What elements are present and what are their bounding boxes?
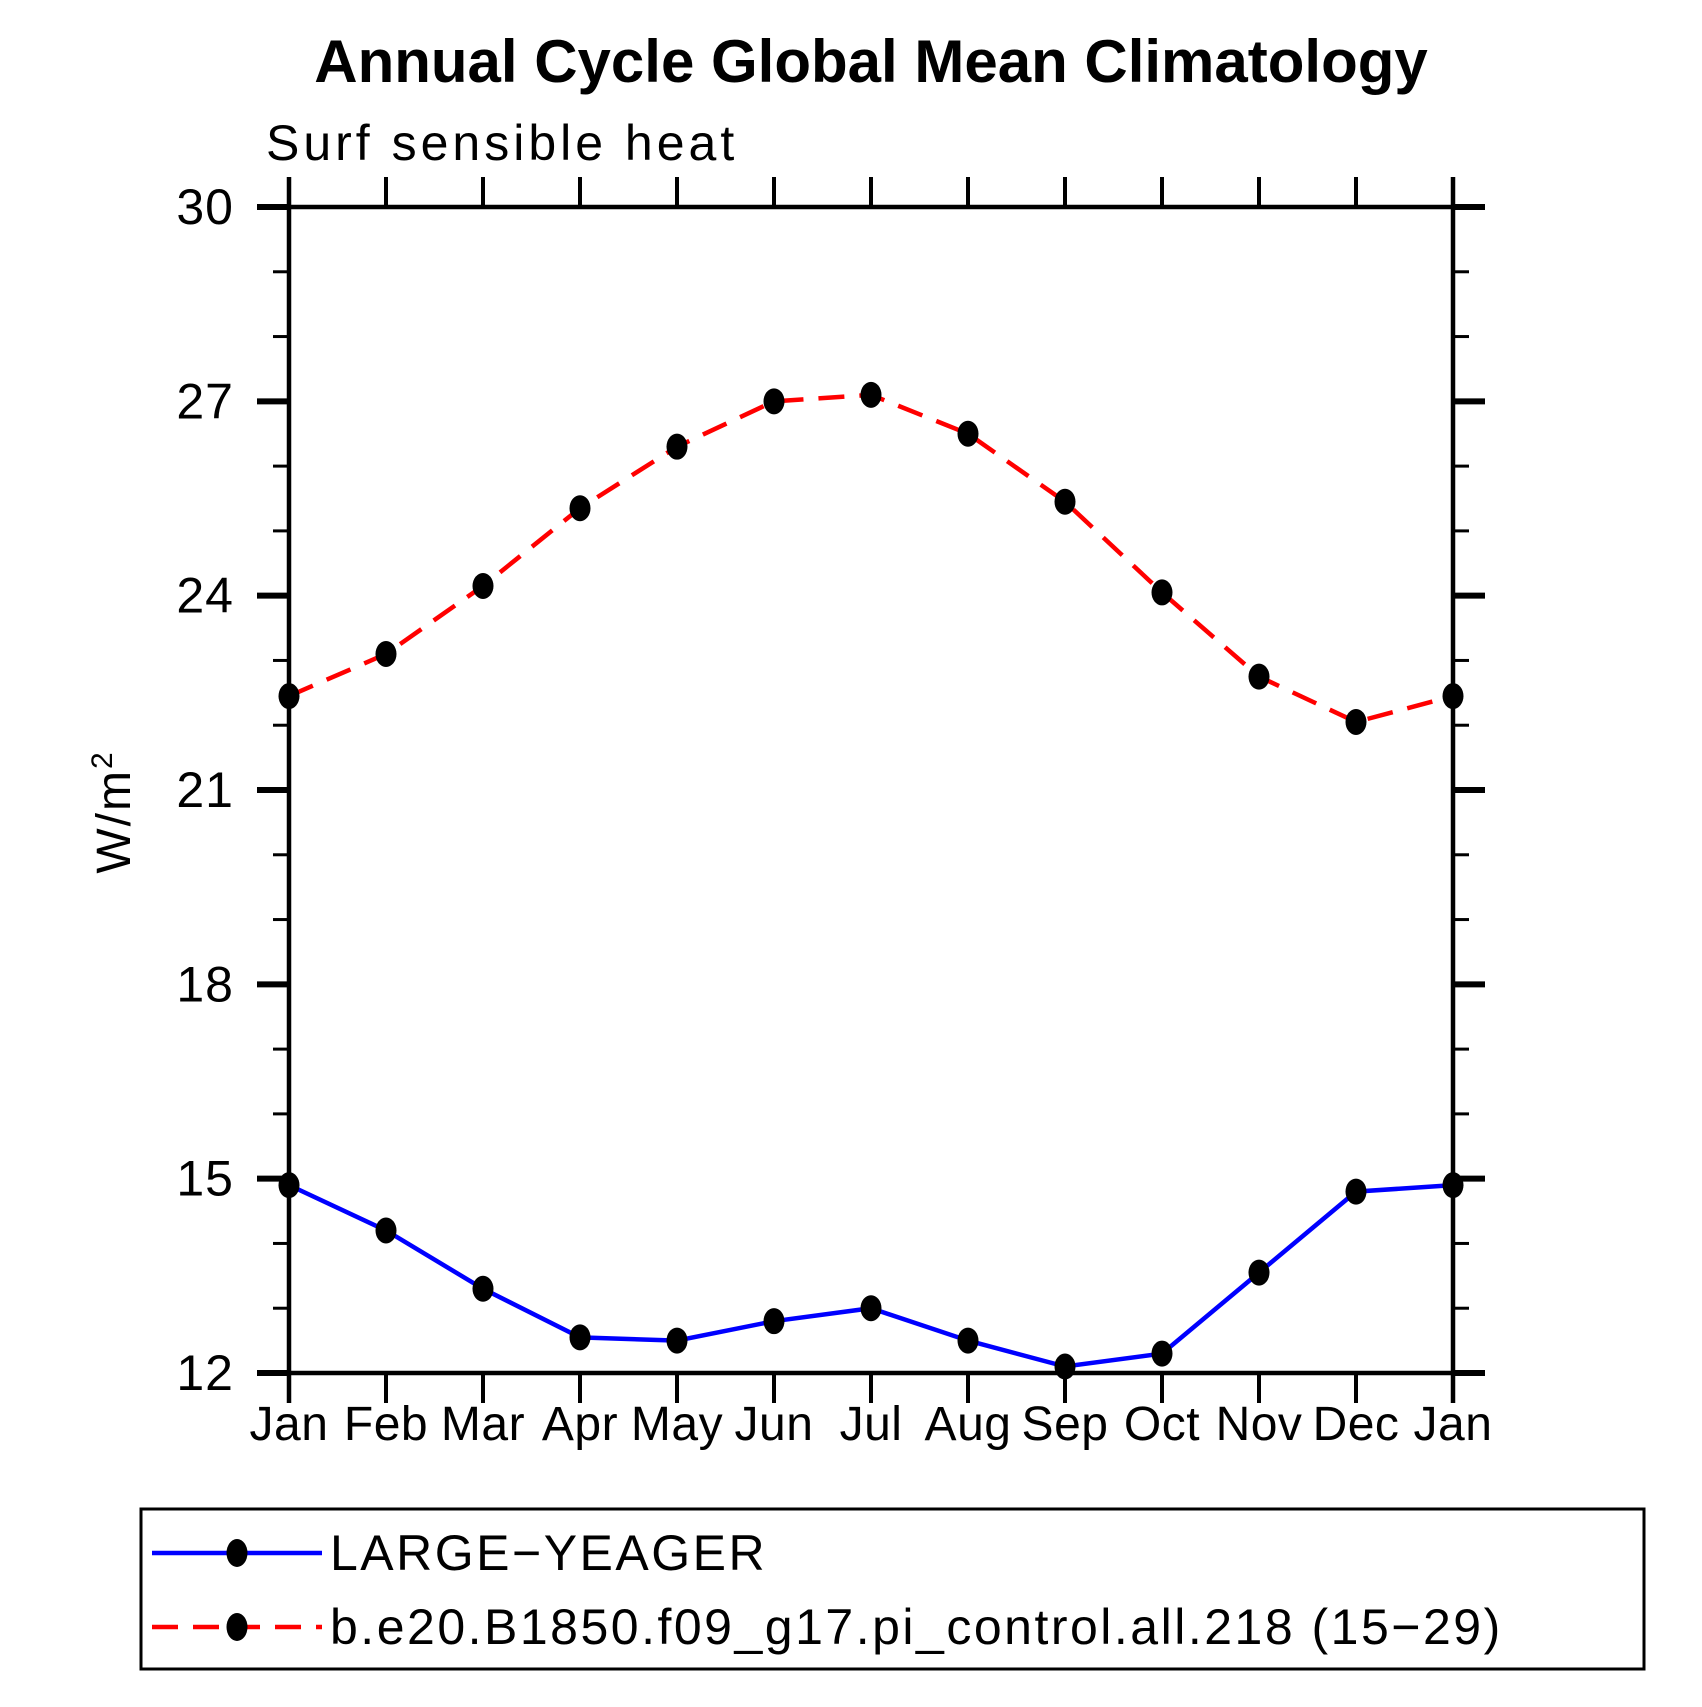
legend-box	[139, 1507, 1646, 1671]
data-point-marker	[860, 381, 882, 408]
data-point-marker	[1345, 1178, 1367, 1205]
data-point-marker	[860, 1295, 882, 1322]
data-point-marker	[375, 640, 397, 667]
x-tick-label: Feb	[344, 1398, 428, 1451]
data-point-marker	[472, 572, 494, 599]
data-point-marker	[666, 1327, 688, 1354]
data-point-marker	[1345, 708, 1367, 735]
y-tick-label: 15	[176, 1151, 234, 1207]
y-axis-label-base: W/m	[88, 769, 141, 874]
data-point-marker	[1442, 683, 1464, 710]
data-point-marker	[1054, 1353, 1076, 1380]
y-tick-label: 27	[176, 373, 234, 429]
data-point-marker	[1248, 1259, 1270, 1286]
x-tick-label: May	[631, 1398, 723, 1451]
x-tick-label: Jan	[1414, 1398, 1493, 1451]
x-tick-label: Aug	[925, 1398, 1012, 1451]
data-point-marker	[1151, 1340, 1173, 1367]
x-tick-label: Jan	[250, 1398, 329, 1451]
legend-label-model-run: b.e20.B1850.f09_g17.pi_control.all.218 (…	[330, 1599, 1503, 1655]
y-tick-label: 21	[176, 762, 234, 818]
x-tick-label: Jul	[840, 1398, 903, 1451]
series-line-large-yeager	[288, 1182, 1454, 1369]
chart-subtitle: Surf sensible heat	[266, 115, 738, 171]
legend-label-large-yeager: LARGE−YEAGER	[330, 1525, 767, 1581]
data-point-marker	[1054, 488, 1076, 515]
x-tick-label: Mar	[441, 1398, 525, 1451]
series-line-model-run	[288, 392, 1454, 725]
x-tick-label: Oct	[1124, 1398, 1200, 1451]
x-tick-label: Nov	[1216, 1398, 1303, 1451]
y-axis-label: W/m2	[86, 750, 141, 873]
x-tick-label: Dec	[1313, 1398, 1400, 1451]
x-tick-label: Sep	[1022, 1398, 1109, 1451]
data-point-marker	[763, 1308, 785, 1335]
data-point-marker	[763, 388, 785, 415]
y-tick-label: 12	[176, 1345, 234, 1401]
data-point-marker	[569, 495, 591, 522]
data-point-marker	[666, 433, 688, 460]
data-point-marker	[472, 1275, 494, 1302]
data-point-marker	[375, 1217, 397, 1244]
data-point-marker	[1248, 663, 1270, 690]
legend-marker-large-yeager	[226, 1539, 248, 1567]
y-tick-label: 18	[176, 956, 234, 1012]
data-point-marker	[569, 1324, 591, 1351]
axes: Jan Feb Mar Apr May Jun Jul Aug Sep Oct Nov Dec Jan 1…	[176, 177, 1492, 1451]
chart-title: Annual Cycle Global Mean Climatology	[314, 28, 1428, 95]
data-point-marker	[1151, 579, 1173, 606]
data-point-marker	[278, 1172, 300, 1199]
data-point-marker	[957, 1327, 979, 1354]
data-series-layer	[278, 381, 1464, 1380]
data-point-marker	[278, 683, 300, 710]
data-point-marker	[957, 420, 979, 447]
x-tick-label: Jun	[735, 1398, 814, 1451]
y-tick-label: 24	[176, 568, 234, 624]
legend-marker-model-run	[226, 1613, 248, 1641]
y-tick-label: 30	[176, 179, 234, 235]
legend: LARGE−YEAGER b.e20.B1850.f09_g17.pi_cont…	[139, 1507, 1646, 1671]
data-point-marker	[1442, 1172, 1464, 1199]
x-tick-label: Apr	[542, 1398, 618, 1451]
y-axis-label-exponent: 2	[86, 750, 119, 769]
